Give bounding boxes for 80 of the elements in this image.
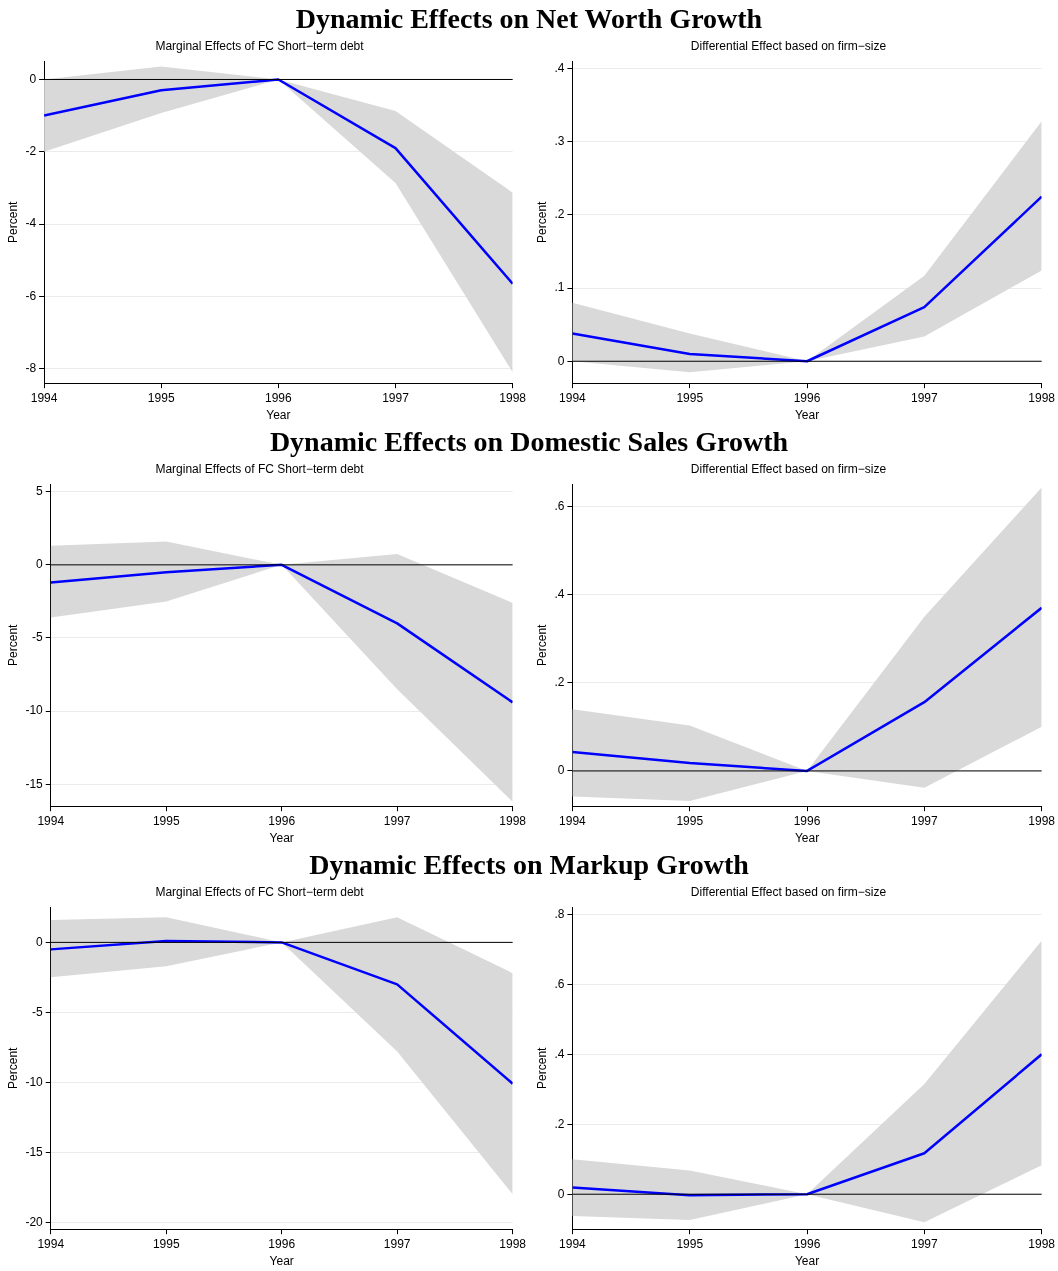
- x-tick-label: 1995: [676, 390, 704, 405]
- x-tick-label: 1995: [676, 1236, 704, 1251]
- chart-subtitle: Differential Effect based on firm−size: [690, 884, 887, 899]
- x-tick-label: 1997: [910, 390, 939, 405]
- x-tick-label: 1994: [559, 813, 587, 828]
- x-tick-label: 1997: [910, 813, 939, 828]
- x-axis-title: Year: [266, 408, 291, 423]
- chart-subtitle: Differential Effect based on firm−size: [690, 38, 887, 53]
- x-tick-label: 1998: [499, 390, 527, 405]
- x-tick-label: 1994: [30, 390, 58, 405]
- y-tick-label: .4: [554, 61, 565, 76]
- x-tick-label: 1998: [499, 1236, 527, 1251]
- y-tick-label: 0: [557, 1186, 565, 1201]
- x-tick-label: 1996: [265, 390, 293, 405]
- y-tick-label: -2: [25, 144, 37, 159]
- x-tick-label: 1998: [1028, 390, 1056, 405]
- chart-subtitle: Marginal Effects of FC Short−term debt: [155, 38, 365, 53]
- y-tick-label: 0: [36, 934, 44, 949]
- y-tick-label: .4: [554, 586, 565, 601]
- y-tick-label: .2: [554, 207, 565, 222]
- x-tick-label: 1998: [499, 813, 527, 828]
- y-tick-label: .1: [554, 280, 565, 295]
- y-tick-label: -5: [32, 1004, 44, 1019]
- x-tick-label: 1998: [1028, 1236, 1056, 1251]
- chart-title: Dynamic Effects on Markup Growth: [308, 848, 750, 882]
- x-axis-title: Year: [794, 1254, 820, 1269]
- x-tick-label: 1996: [268, 1236, 296, 1251]
- chart-subtitle: Differential Effect based on firm−size: [690, 461, 887, 476]
- x-tick-label: 1994: [37, 1236, 65, 1251]
- y-axis-title: Percent: [534, 1046, 549, 1089]
- x-axis-title: Year: [794, 408, 820, 423]
- y-tick-label: .6: [554, 976, 565, 991]
- y-tick-label: .8: [554, 906, 565, 921]
- y-tick-label: -6: [25, 288, 37, 303]
- x-tick-label: 1997: [383, 1236, 411, 1251]
- y-tick-label: 5: [36, 484, 44, 499]
- chart-title: Dynamic Effects on Net Worth Growth: [294, 2, 764, 36]
- y-tick-label: -5: [32, 630, 44, 645]
- y-tick-label: .6: [554, 498, 565, 513]
- y-tick-label: 0: [36, 557, 44, 572]
- x-tick-label: 1998: [1028, 813, 1056, 828]
- x-tick-label: 1995: [147, 390, 175, 405]
- x-tick-label: 1997: [383, 813, 411, 828]
- x-tick-label: 1994: [559, 1236, 587, 1251]
- y-tick-label: 0: [29, 71, 37, 86]
- y-tick-label: -10: [25, 1074, 44, 1089]
- x-axis-title: Year: [794, 831, 820, 846]
- y-axis-title: Percent: [534, 200, 549, 243]
- x-tick-label: 1995: [676, 813, 704, 828]
- x-tick-label: 1996: [793, 1236, 821, 1251]
- chart-subtitle: Marginal Effects of FC Short−term debt: [155, 884, 365, 899]
- x-tick-label: 1996: [793, 390, 821, 405]
- x-tick-label: 1994: [559, 390, 587, 405]
- y-tick-label: .2: [554, 1116, 565, 1131]
- chart-subtitle: Marginal Effects of FC Short−term debt: [155, 461, 365, 476]
- x-tick-label: 1996: [268, 813, 296, 828]
- y-tick-label: 0: [557, 763, 565, 778]
- x-tick-label: 1997: [382, 390, 410, 405]
- y-axis-title: Percent: [534, 623, 549, 666]
- y-tick-label: -15: [25, 776, 44, 791]
- y-tick-label: -10: [25, 703, 44, 718]
- y-tick-label: .3: [554, 134, 565, 149]
- y-tick-label: .4: [554, 1046, 565, 1061]
- y-tick-label: -15: [25, 1144, 44, 1159]
- y-axis-title: Percent: [5, 200, 20, 243]
- x-axis-title: Year: [269, 1254, 294, 1269]
- y-tick-label: .2: [554, 675, 565, 690]
- x-axis-title: Year: [269, 831, 294, 846]
- x-tick-label: 1995: [152, 813, 180, 828]
- y-axis-title: Percent: [5, 1046, 20, 1089]
- y-tick-label: -20: [25, 1214, 44, 1229]
- y-tick-label: -4: [25, 216, 37, 231]
- chart-title: Dynamic Effects on Domestic Sales Growth: [268, 425, 790, 459]
- x-tick-label: 1996: [793, 813, 821, 828]
- x-tick-label: 1995: [152, 1236, 180, 1251]
- y-tick-label: 0: [557, 353, 565, 368]
- x-tick-label: 1997: [910, 1236, 939, 1251]
- y-tick-label: -8: [25, 361, 37, 376]
- y-axis-title: Percent: [5, 623, 20, 666]
- x-tick-label: 1994: [37, 813, 65, 828]
